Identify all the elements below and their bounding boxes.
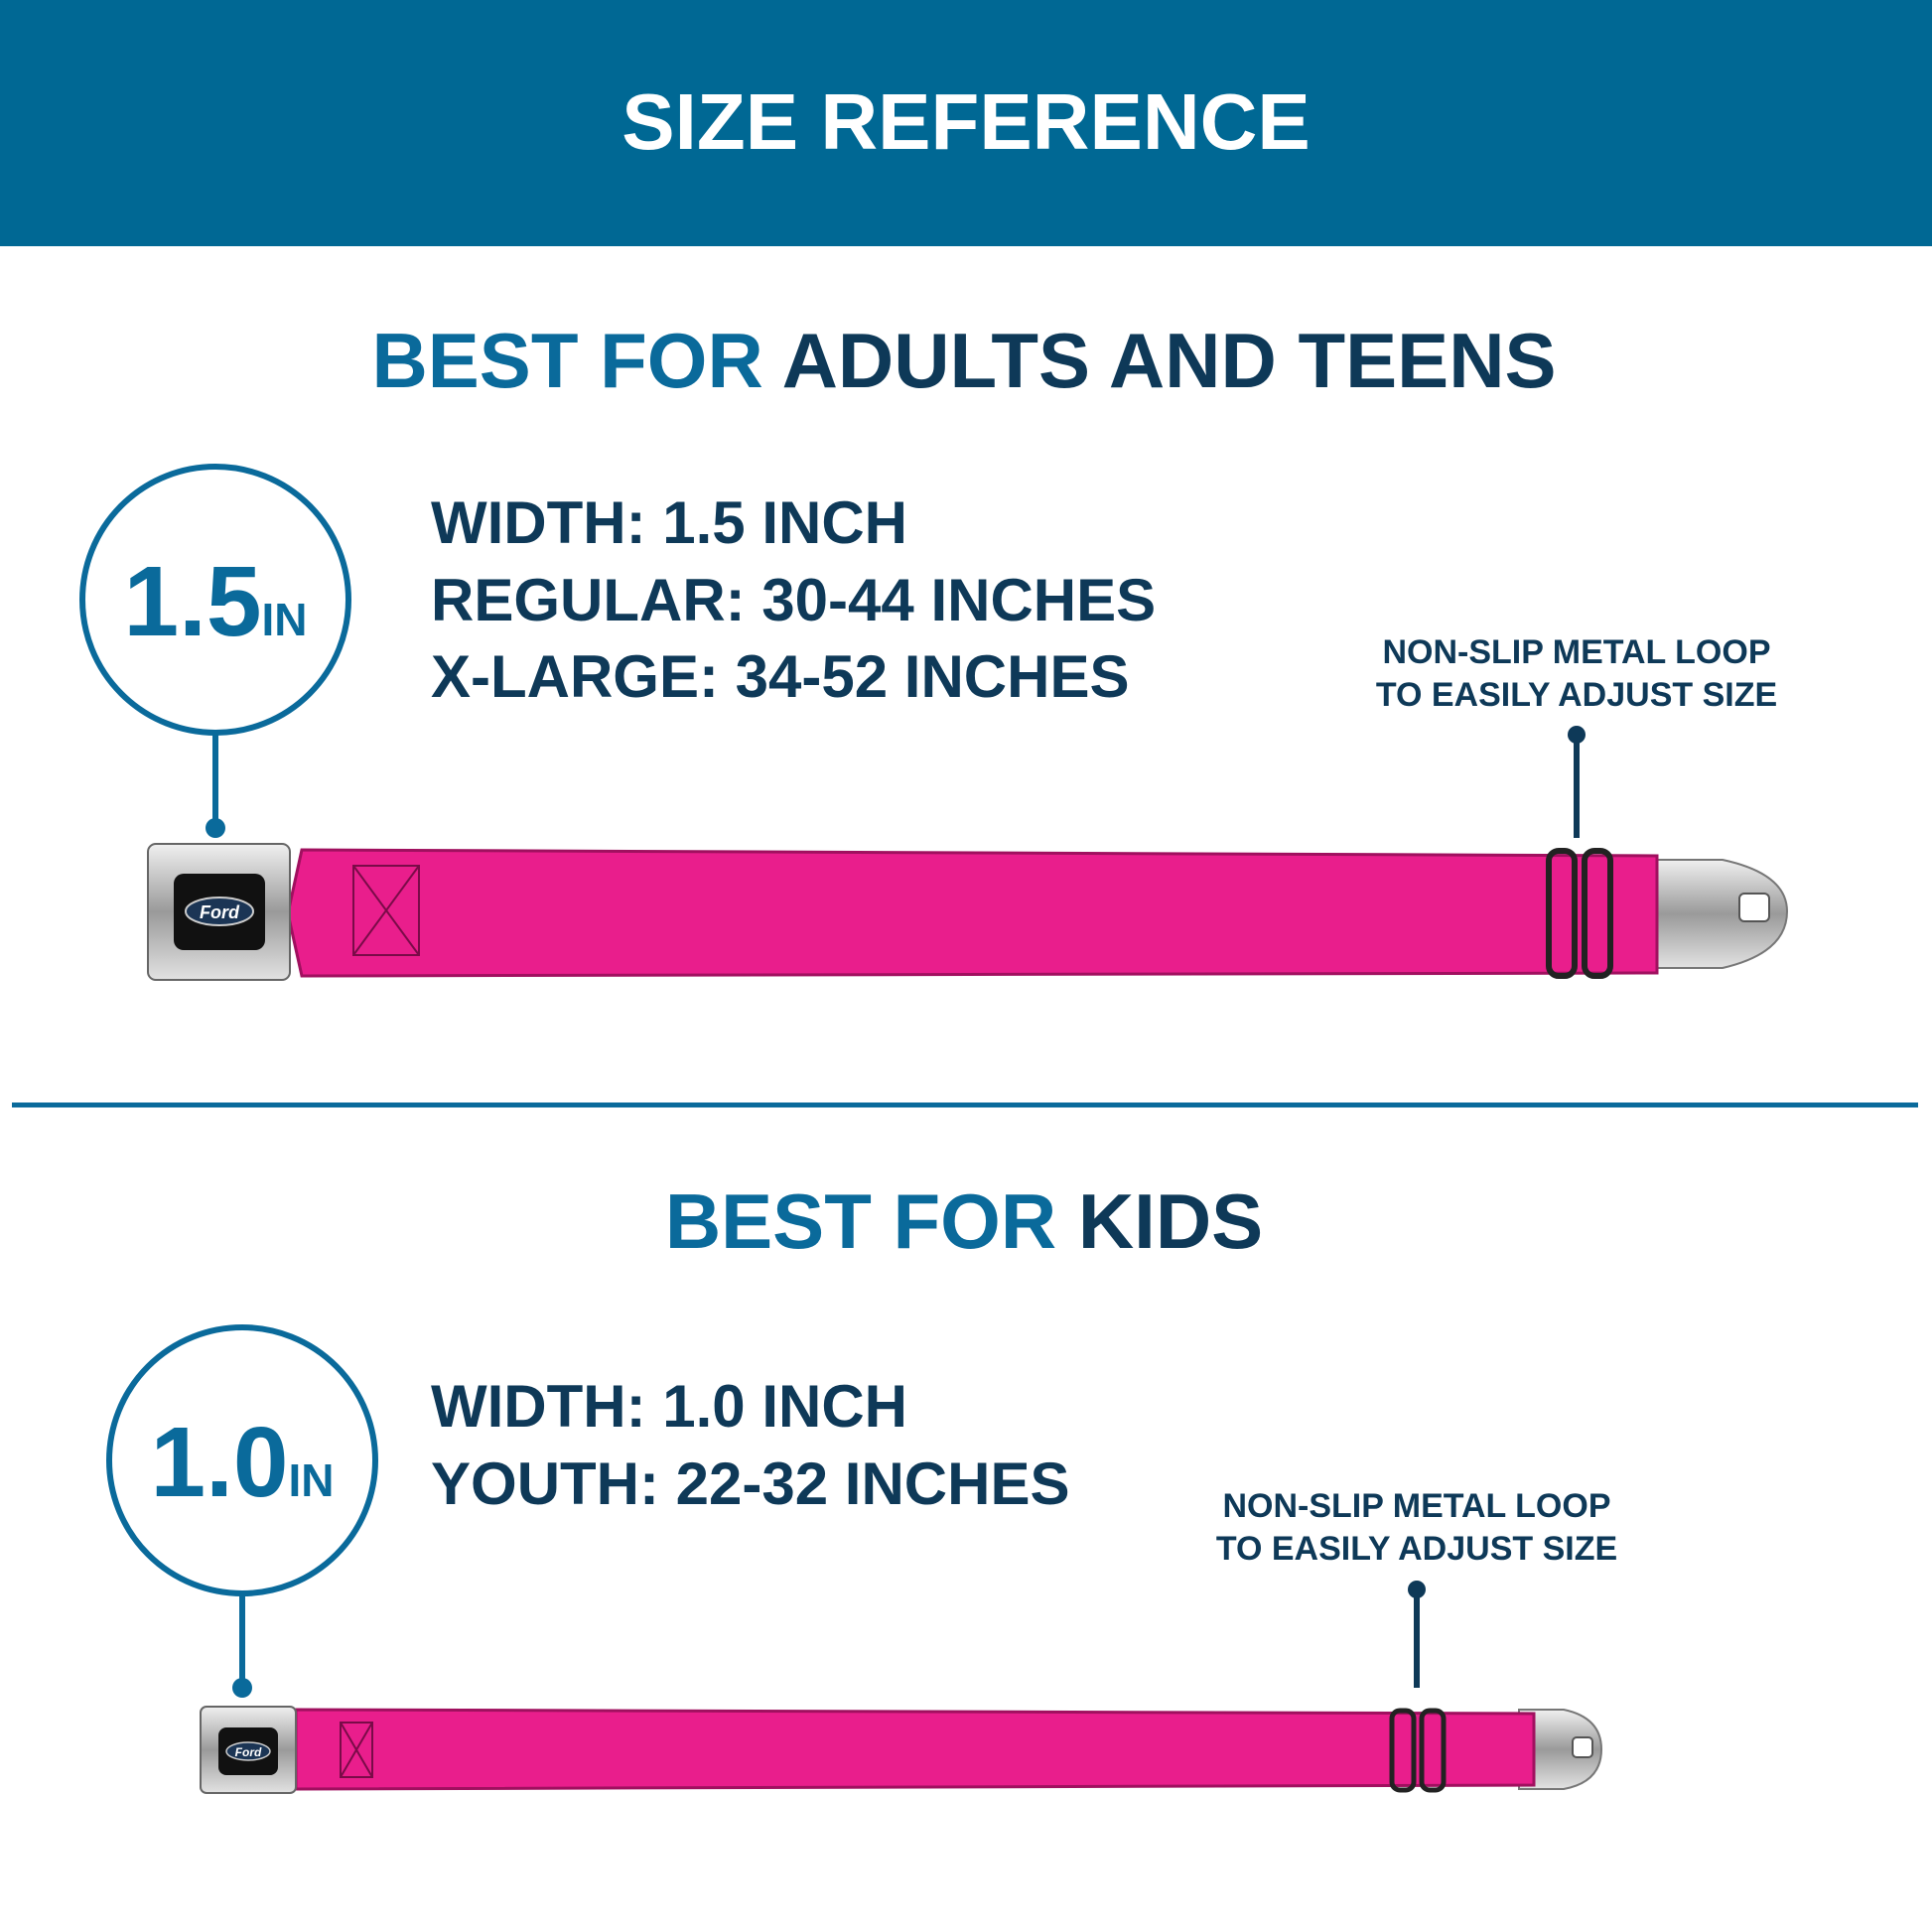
belt: Ford <box>147 843 1789 981</box>
badge-number: 1.5 <box>123 546 261 657</box>
spec-line: WIDTH: 1.0 INCH <box>431 1373 907 1440</box>
spec-line: YOUTH: 22-32 INCHES <box>431 1450 1069 1517</box>
logo: Ford <box>235 1745 262 1759</box>
badge-unit: IN <box>289 1454 335 1506</box>
badge-unit: IN <box>262 594 308 645</box>
badge: 1.0IN <box>150 1407 334 1518</box>
callout-line: NON-SLIP METAL LOOP <box>1382 633 1770 671</box>
logo: Ford <box>200 902 240 922</box>
spec-line: WIDTH: 1.5 INCH <box>431 489 907 556</box>
callout-line: TO EASILY ADJUST SIZE <box>1376 676 1777 714</box>
callout-line: TO EASILY ADJUST SIZE <box>1216 1530 1617 1568</box>
callout-line: NON-SLIP METAL LOOP <box>1222 1487 1610 1525</box>
heading-accent: BEST FOR <box>371 317 762 404</box>
pointer-dot <box>206 818 225 838</box>
heading-main: KIDS <box>1078 1177 1263 1265</box>
spec-line: REGULAR: 30-44 INCHES <box>431 567 1156 633</box>
section-heading: BEST FOR KIDS <box>665 1177 1263 1265</box>
spec-line: X-LARGE: 34-52 INCHES <box>431 643 1129 710</box>
section-heading: BEST FOR ADULTS AND TEENS <box>371 317 1556 404</box>
pointer-dot <box>232 1678 252 1698</box>
badge: 1.5IN <box>123 546 307 657</box>
header-title: SIZE REFERENCE <box>621 77 1310 166</box>
badge-number: 1.0 <box>150 1407 288 1518</box>
belt: Ford <box>200 1706 1603 1794</box>
header-band <box>0 0 1932 246</box>
heading-main: ADULTS AND TEENS <box>782 317 1557 404</box>
heading-accent: BEST FOR <box>665 1177 1056 1265</box>
